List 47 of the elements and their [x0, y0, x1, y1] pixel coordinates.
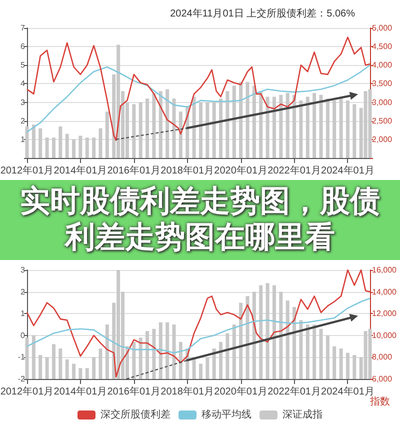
x-tick-label: 2024年01月 — [321, 386, 374, 398]
y-tick-label: 3 — [20, 98, 26, 107]
y2-tick-label: 3,500 — [372, 79, 393, 88]
x-tick-label: 2020年01月 — [214, 386, 268, 398]
y2-tick-label: 3,000 — [372, 98, 393, 107]
y2-tick-label: 16,000 — [372, 266, 398, 274]
x-tick-label: 2022年01月 — [268, 164, 321, 176]
x-tick-label: 2020年01月 — [214, 164, 268, 176]
line-series — [26, 298, 371, 354]
x-tick-label: 2018年01月 — [160, 164, 214, 176]
y-tick-label: 1 — [20, 134, 26, 144]
y2-tick-label: 4,000 — [372, 60, 393, 70]
x-tick-label: 2016年01月 — [107, 164, 161, 176]
line-series — [26, 64, 371, 133]
y-tick-label: 2 — [20, 116, 26, 126]
x-tick-label: 2012年01月 — [0, 164, 54, 176]
y2-tick-label: 2,500 — [372, 116, 393, 126]
x-tick-label: 2014年01月 — [54, 386, 108, 398]
y-tick-label: 1 — [20, 309, 26, 318]
x-tick-label: 2016年01月 — [107, 386, 161, 398]
line-series — [26, 269, 371, 378]
text: 实时股债利差走势图，股债利差走势图在哪里看 — [19, 184, 381, 256]
x-tick-label: 2022年01月 — [268, 386, 321, 398]
y2-tick-label: 14,000 — [372, 287, 398, 296]
y2-tick-label: 10,000 — [372, 330, 398, 340]
y2-tick-label: 4,500 — [372, 42, 393, 52]
x-tick-label: 2012年01月 — [0, 386, 54, 398]
y2-tick-label: 6,000 — [372, 374, 393, 384]
y2-axis-title: 指数 — [369, 395, 390, 408]
legend-label: 深证成指 — [282, 408, 322, 420]
y-tick-label: 2 — [20, 287, 26, 296]
y-tick-label: -2 — [18, 374, 26, 384]
x-tick-label: 2024年01月 — [321, 164, 374, 176]
x-tick-label: 2018年01月 — [160, 386, 214, 398]
y2-tick-label: 8,000 — [372, 352, 393, 362]
chart-title: 2024年11月01日 上交所股债利差：5.06% — [170, 8, 356, 20]
legend-label: 深交所股债利差 — [100, 408, 170, 420]
y2-tick-label: 12,000 — [372, 309, 398, 318]
y2-tick-label: 2,000 — [372, 134, 393, 144]
y2-tick-label: 5,000 — [372, 24, 393, 32]
y-tick-label: -1 — [18, 352, 26, 362]
y-tick-label: 7 — [20, 24, 26, 32]
x-tick-label: 2014年01月 — [54, 164, 108, 176]
legend-label: 移动平均线 — [202, 408, 252, 420]
y-tick-label: 4 — [20, 79, 26, 88]
y-tick-label: 3 — [20, 266, 26, 274]
line-series — [26, 36, 371, 142]
